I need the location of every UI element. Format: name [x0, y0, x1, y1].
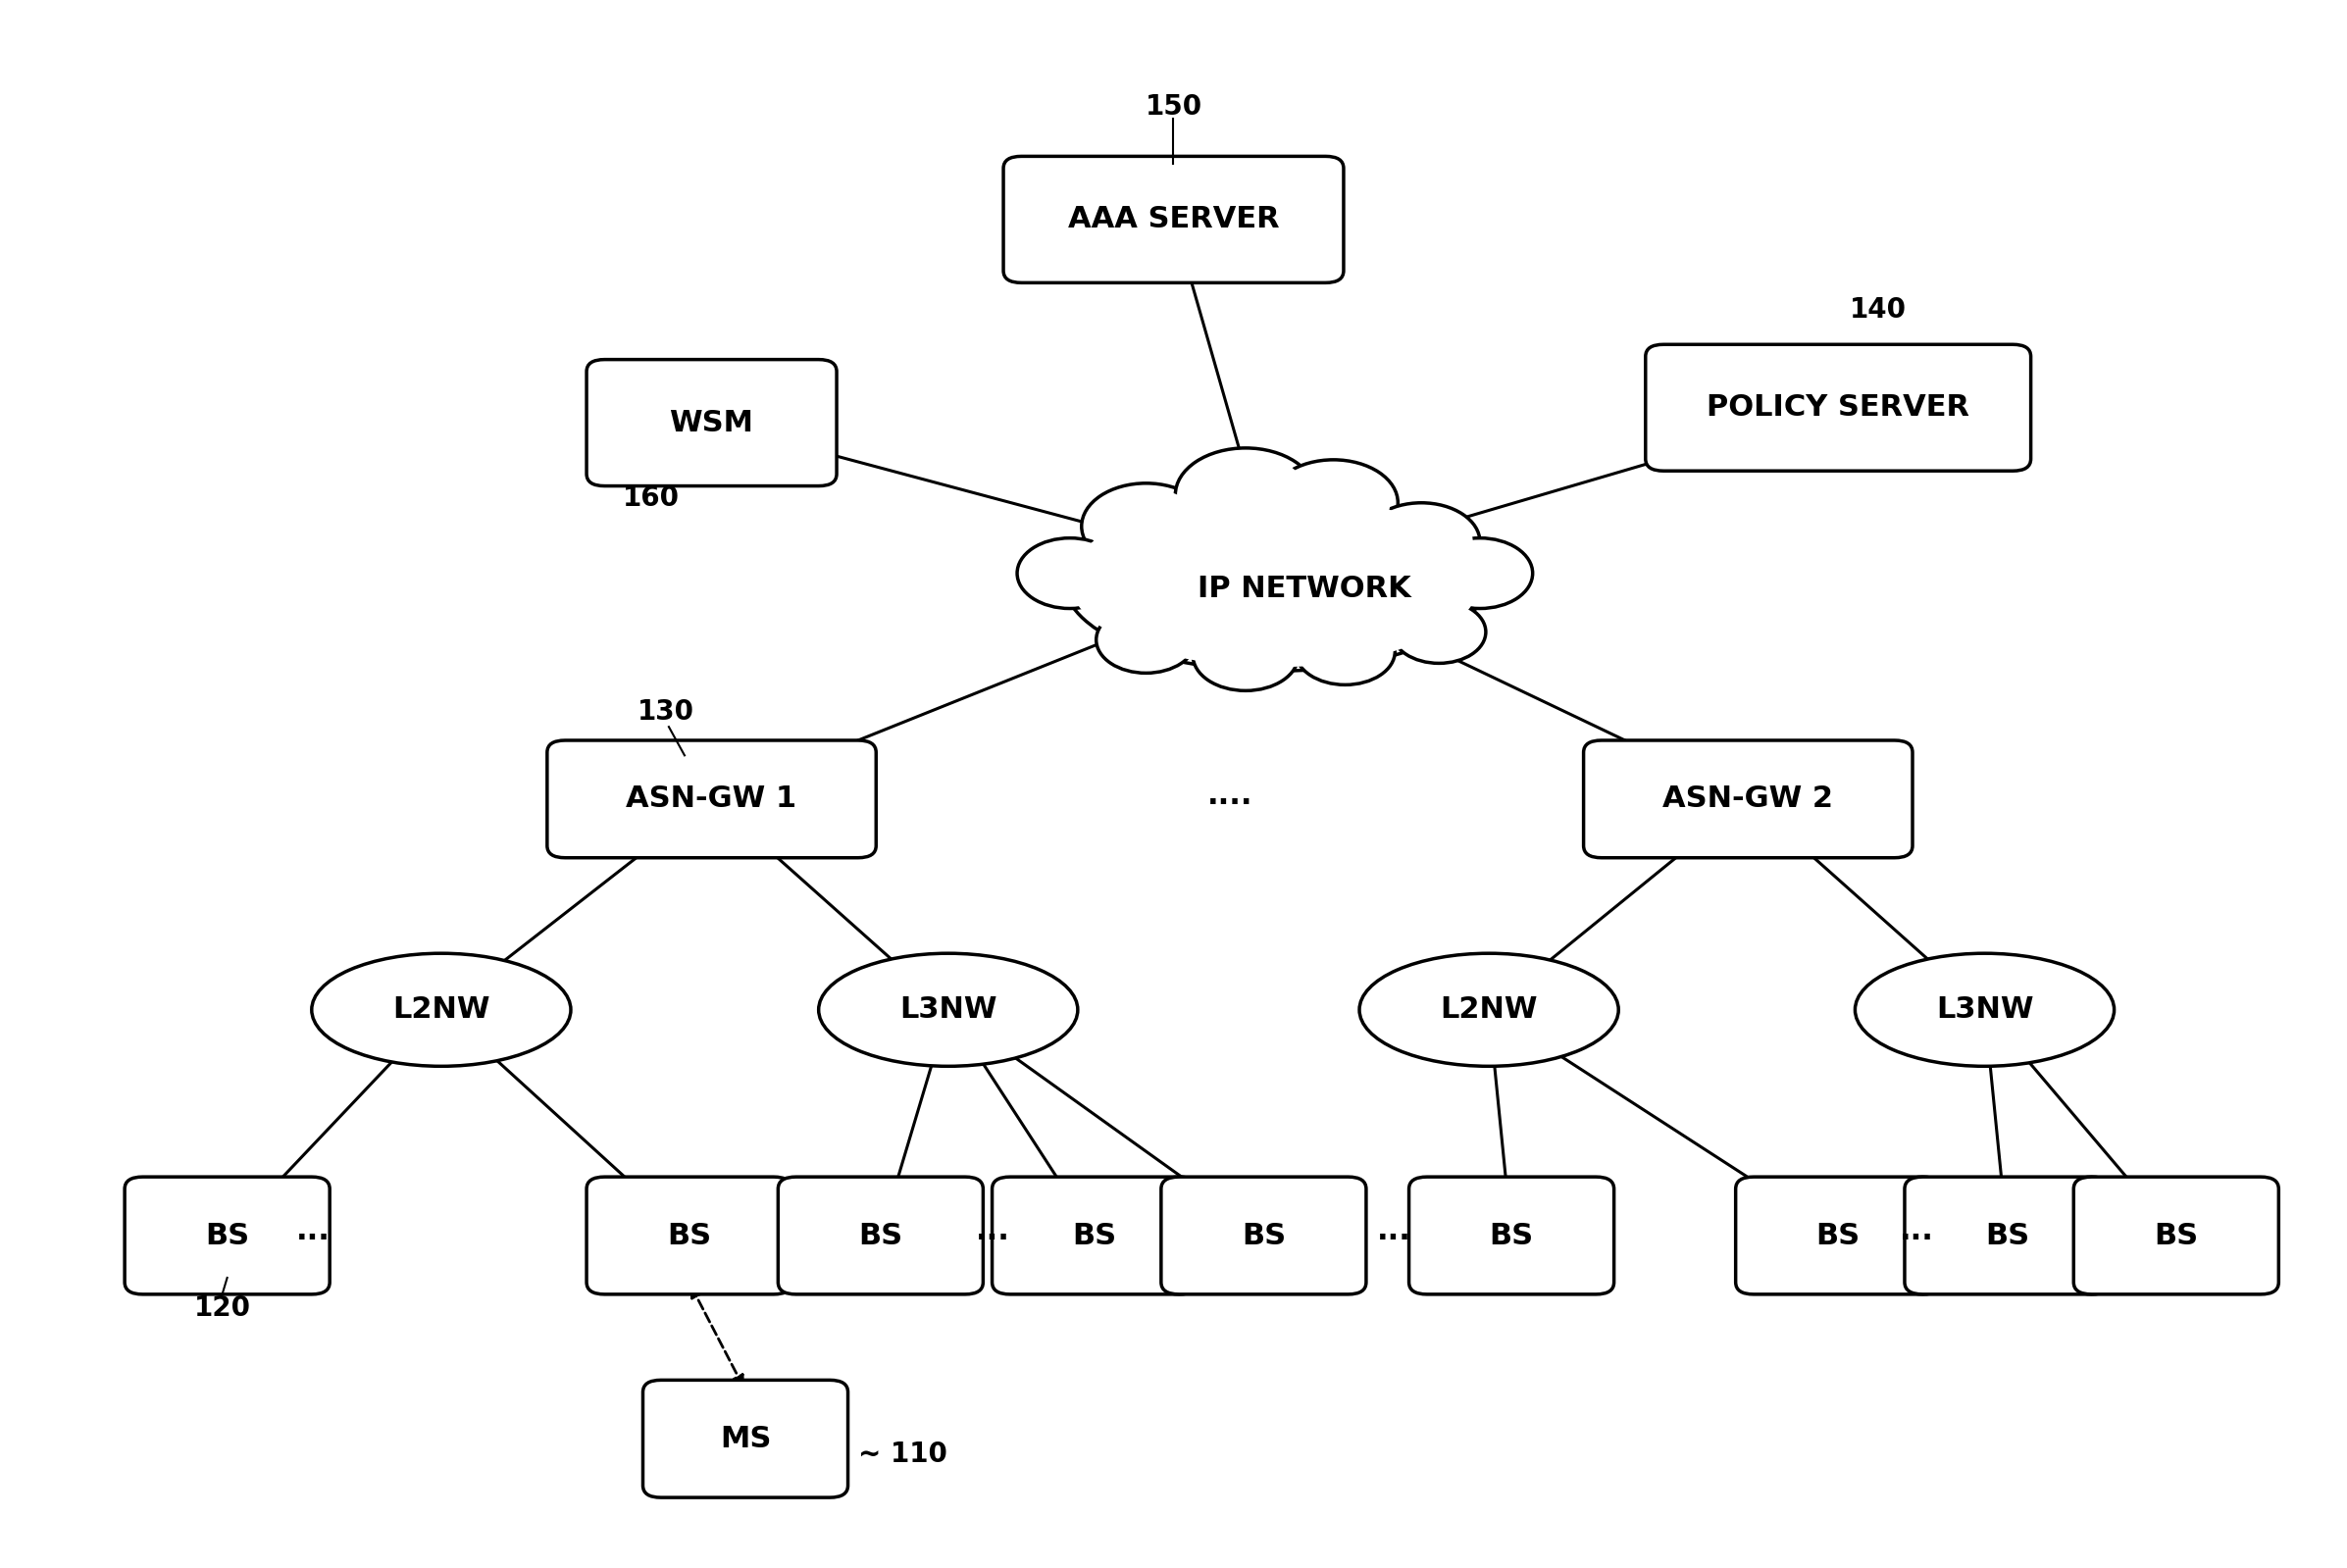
Circle shape	[1023, 543, 1117, 604]
Text: BS: BS	[1073, 1221, 1117, 1250]
Text: BS: BS	[1490, 1221, 1533, 1250]
Circle shape	[1277, 466, 1389, 541]
Text: IP NETWORK: IP NETWORK	[1197, 575, 1411, 604]
Text: BS: BS	[1817, 1221, 1861, 1250]
Circle shape	[1427, 538, 1533, 608]
Ellipse shape	[312, 953, 570, 1066]
Ellipse shape	[1084, 499, 1465, 648]
Circle shape	[1192, 621, 1298, 690]
Text: L2NW: L2NW	[1441, 996, 1537, 1024]
FancyBboxPatch shape	[1737, 1178, 1941, 1294]
FancyBboxPatch shape	[1005, 157, 1342, 282]
Text: L3NW: L3NW	[1936, 996, 2033, 1024]
Text: WSM: WSM	[669, 409, 753, 437]
Text: ...: ...	[1901, 1217, 1934, 1245]
FancyBboxPatch shape	[124, 1178, 329, 1294]
Ellipse shape	[1854, 953, 2115, 1066]
Ellipse shape	[1070, 495, 1481, 668]
FancyBboxPatch shape	[2075, 1178, 2279, 1294]
Ellipse shape	[1063, 491, 1486, 671]
Circle shape	[1082, 483, 1211, 569]
Text: BS: BS	[667, 1221, 711, 1250]
Circle shape	[1364, 503, 1481, 582]
Circle shape	[1371, 508, 1474, 577]
FancyBboxPatch shape	[779, 1178, 983, 1294]
Circle shape	[1296, 618, 1394, 685]
FancyBboxPatch shape	[587, 359, 836, 486]
FancyBboxPatch shape	[643, 1380, 847, 1497]
Text: 140: 140	[1849, 296, 1906, 323]
FancyBboxPatch shape	[1645, 345, 2030, 470]
Ellipse shape	[819, 953, 1077, 1066]
Text: ...: ...	[1378, 1217, 1411, 1245]
Text: BS: BS	[859, 1221, 904, 1250]
Text: L3NW: L3NW	[899, 996, 997, 1024]
Text: 160: 160	[622, 485, 678, 511]
FancyBboxPatch shape	[587, 1178, 791, 1294]
Circle shape	[1089, 488, 1202, 564]
Text: ~ 110: ~ 110	[859, 1439, 948, 1468]
FancyBboxPatch shape	[1408, 1178, 1615, 1294]
Circle shape	[1176, 448, 1317, 543]
Text: POLICY SERVER: POLICY SERVER	[1706, 394, 1969, 422]
Circle shape	[1392, 601, 1486, 663]
Text: 150: 150	[1145, 93, 1202, 121]
Text: BS: BS	[204, 1221, 249, 1250]
Circle shape	[1270, 459, 1399, 546]
Circle shape	[1434, 543, 1526, 604]
Text: BS: BS	[1986, 1221, 2030, 1250]
FancyBboxPatch shape	[547, 740, 875, 858]
Circle shape	[1016, 538, 1122, 608]
Circle shape	[1096, 607, 1197, 673]
Circle shape	[1183, 453, 1307, 536]
Text: ...: ...	[976, 1217, 1009, 1245]
Text: L2NW: L2NW	[392, 996, 491, 1024]
FancyBboxPatch shape	[993, 1178, 1197, 1294]
Text: AAA SERVER: AAA SERVER	[1068, 205, 1279, 234]
Ellipse shape	[1063, 491, 1486, 671]
Text: MS: MS	[721, 1425, 772, 1454]
Text: BS: BS	[1242, 1221, 1286, 1250]
FancyBboxPatch shape	[1906, 1178, 2110, 1294]
Text: ....: ....	[1206, 782, 1253, 811]
Text: 120: 120	[195, 1294, 251, 1322]
FancyBboxPatch shape	[1584, 740, 1913, 858]
Text: ...: ...	[296, 1217, 331, 1245]
Text: ASN-GW 2: ASN-GW 2	[1662, 786, 1833, 814]
Text: 130: 130	[638, 698, 695, 726]
Text: ASN-GW 1: ASN-GW 1	[627, 786, 798, 814]
FancyBboxPatch shape	[1162, 1178, 1366, 1294]
Text: BS: BS	[2155, 1221, 2199, 1250]
Ellipse shape	[1359, 953, 1619, 1066]
